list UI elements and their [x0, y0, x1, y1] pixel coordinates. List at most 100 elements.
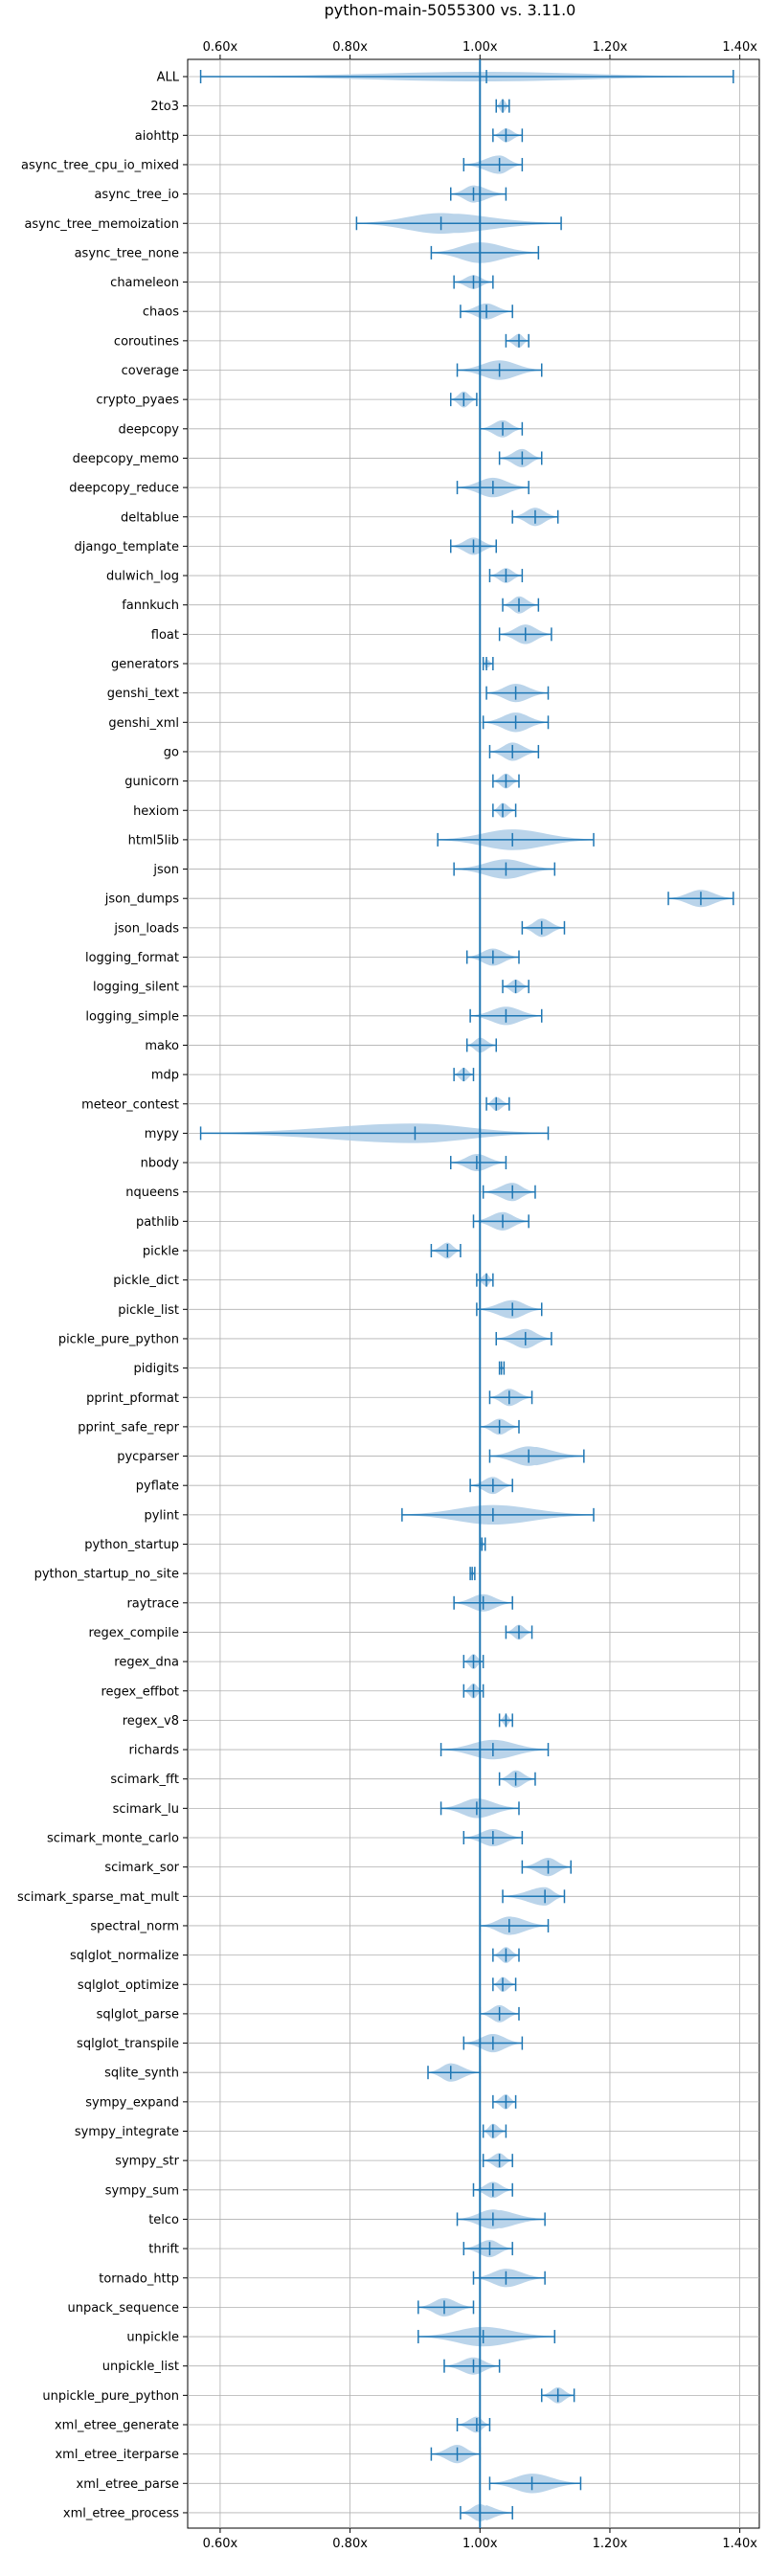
axis-layer: 0.60x 0.60x 0.80x 0.80x 1.00x 1.00x 1.20x 1.20x…	[17, 40, 757, 2551]
row-label-deepcopy_reduce: deepcopy_reduce	[69, 482, 179, 496]
x-tick-label-top-1: 0.80x	[332, 40, 368, 55]
row-label-richards: richards	[129, 1744, 180, 1758]
row-label-async_tree_none: async_tree_none	[75, 246, 179, 260]
row-label-sqlglot_parse: sqlglot_parse	[97, 2007, 179, 2022]
row-label-scimark_sor: scimark_sor	[104, 1861, 179, 1875]
row-label-coverage: coverage	[122, 364, 179, 378]
x-tick-label-top-4: 1.40x	[722, 40, 757, 55]
row-label-django_template: django_template	[75, 540, 179, 554]
row-label-sqlglot_optimize: sqlglot_optimize	[78, 1978, 179, 1993]
row-label-pycparser: pycparser	[117, 1450, 179, 1464]
row-label-meteor_contest: meteor_contest	[81, 1097, 179, 1112]
row-label-telco: telco	[148, 2213, 179, 2227]
row-label-hexiom: hexiom	[133, 804, 179, 819]
x-tick-label-bottom-1: 0.80x	[332, 2537, 368, 2551]
row-label-raytrace: raytrace	[126, 1596, 179, 1611]
row-label-ALL: ALL	[157, 71, 180, 85]
row-label-fannkuch: fannkuch	[122, 599, 179, 613]
plot-frame	[187, 58, 760, 2529]
row-label-logging_silent: logging_silent	[93, 981, 179, 995]
grid-layer	[188, 59, 759, 2528]
row-label-logging_format: logging_format	[85, 951, 179, 965]
row-label-chameleon: chameleon	[110, 276, 179, 290]
row-label-dulwich_log: dulwich_log	[106, 570, 179, 584]
row-label-async_tree_io: async_tree_io	[94, 188, 179, 202]
row-label-crypto_pyaes: crypto_pyaes	[96, 394, 179, 408]
row-label-pathlib: pathlib	[136, 1215, 179, 1230]
row-label-nqueens: nqueens	[125, 1186, 179, 1200]
row-label-genshi_xml: genshi_xml	[108, 716, 179, 731]
row-label-scimark_lu: scimark_lu	[113, 1802, 179, 1817]
x-tick-label-bottom-2: 1.00x	[462, 2537, 498, 2551]
row-label-python_startup: python_startup	[84, 1538, 179, 1552]
row-label-go: go	[164, 745, 179, 759]
row-label-coroutines: coroutines	[114, 334, 179, 349]
row-label-sqlite_synth: sqlite_synth	[104, 2067, 179, 2081]
row-label-json_loads: json_loads	[113, 921, 179, 936]
x-tick-label-bottom-0: 0.60x	[203, 2537, 238, 2551]
row-label-unpack_sequence: unpack_sequence	[67, 2301, 179, 2316]
row-label-mdp: mdp	[151, 1069, 179, 1083]
x-tick-label-top-2: 1.00x	[462, 40, 498, 55]
row-label-tornado_http: tornado_http	[99, 2271, 179, 2286]
row-label-async_tree_memoization: async_tree_memoization	[24, 217, 179, 232]
row-label-pprint_pformat: pprint_pformat	[86, 1391, 179, 1406]
row-label-aiohttp: aiohttp	[135, 129, 179, 144]
row-label-html5lib: html5lib	[128, 833, 179, 847]
row-label-sympy_integrate: sympy_integrate	[75, 2125, 179, 2139]
row-label-pickle: pickle	[143, 1245, 179, 1259]
row-label-regex_compile: regex_compile	[88, 1626, 179, 1640]
row-label-scimark_fft: scimark_fft	[110, 1773, 179, 1787]
row-label-chaos: chaos	[143, 305, 179, 320]
x-tick-label-top-0: 0.60x	[203, 40, 238, 55]
x-tick-label-top-3: 1.20x	[593, 40, 628, 55]
row-label-nbody: nbody	[141, 1157, 180, 1171]
row-label-float: float	[151, 628, 179, 643]
row-label-scimark_monte_carlo: scimark_monte_carlo	[47, 1832, 179, 1846]
x-tick-label-bottom-3: 1.20x	[593, 2537, 628, 2551]
row-label-mypy: mypy	[145, 1127, 180, 1141]
row-label-spectral_norm: spectral_norm	[90, 1919, 179, 1933]
row-label-generators: generators	[111, 658, 179, 672]
row-label-pickle_list: pickle_list	[118, 1303, 179, 1318]
x-tick-label-bottom-4: 1.40x	[722, 2537, 757, 2551]
row-label-pprint_safe_repr: pprint_safe_repr	[78, 1420, 179, 1435]
row-label-mako: mako	[145, 1039, 179, 1053]
row-label-xml_etree_process: xml_etree_process	[63, 2506, 179, 2520]
row-label-xml_etree_parse: xml_etree_parse	[77, 2477, 179, 2492]
row-label-deltablue: deltablue	[121, 510, 179, 525]
row-label-python_startup_no_site: python_startup_no_site	[34, 1568, 179, 1582]
row-label-sqlglot_normalize: sqlglot_normalize	[70, 1949, 179, 1963]
row-label-json: json	[152, 863, 179, 877]
row-label-pickle_pure_python: pickle_pure_python	[58, 1332, 179, 1346]
row-label-regex_effbot: regex_effbot	[101, 1684, 179, 1699]
row-label-unpickle: unpickle	[126, 2331, 179, 2345]
row-label-deepcopy: deepcopy	[118, 422, 179, 437]
row-label-pickle_dict: pickle_dict	[113, 1274, 179, 1288]
row-label-thrift: thrift	[148, 2243, 179, 2257]
row-label-pylint: pylint	[144, 1508, 179, 1523]
row-label-deepcopy_memo: deepcopy_memo	[73, 452, 179, 466]
row-label-unpickle_pure_python: unpickle_pure_python	[42, 2389, 179, 2404]
row-label-sqlglot_transpile: sqlglot_transpile	[77, 2037, 179, 2051]
row-label-sympy_expand: sympy_expand	[85, 2095, 179, 2110]
row-label-regex_v8: regex_v8	[123, 1714, 179, 1729]
row-label-genshi_text: genshi_text	[107, 687, 179, 701]
row-label-scimark_sparse_mat_mult: scimark_sparse_mat_mult	[17, 1890, 179, 1905]
row-label-pyflate: pyflate	[136, 1480, 179, 1494]
row-label-gunicorn: gunicorn	[124, 775, 179, 789]
row-label-sympy_sum: sympy_sum	[105, 2183, 179, 2198]
row-label-pidigits: pidigits	[134, 1362, 180, 1376]
row-label-xml_etree_iterparse: xml_etree_iterparse	[55, 2448, 179, 2462]
violin-layer	[199, 59, 734, 2528]
row-label-xml_etree_generate: xml_etree_generate	[55, 2419, 179, 2433]
chart-title: python-main-5055300 vs. 3.11.0	[325, 1, 576, 19]
row-label-logging_simple: logging_simple	[85, 1009, 179, 1024]
row-label-sympy_str: sympy_str	[115, 2155, 179, 2169]
row-label-unpickle_list: unpickle_list	[102, 2360, 179, 2374]
row-label-async_tree_cpu_io_mixed: async_tree_cpu_io_mixed	[21, 158, 179, 172]
row-label-regex_dna: regex_dna	[114, 1656, 179, 1670]
row-label-2to3: 2to3	[150, 100, 179, 114]
row-label-json_dumps: json_dumps	[104, 893, 179, 907]
